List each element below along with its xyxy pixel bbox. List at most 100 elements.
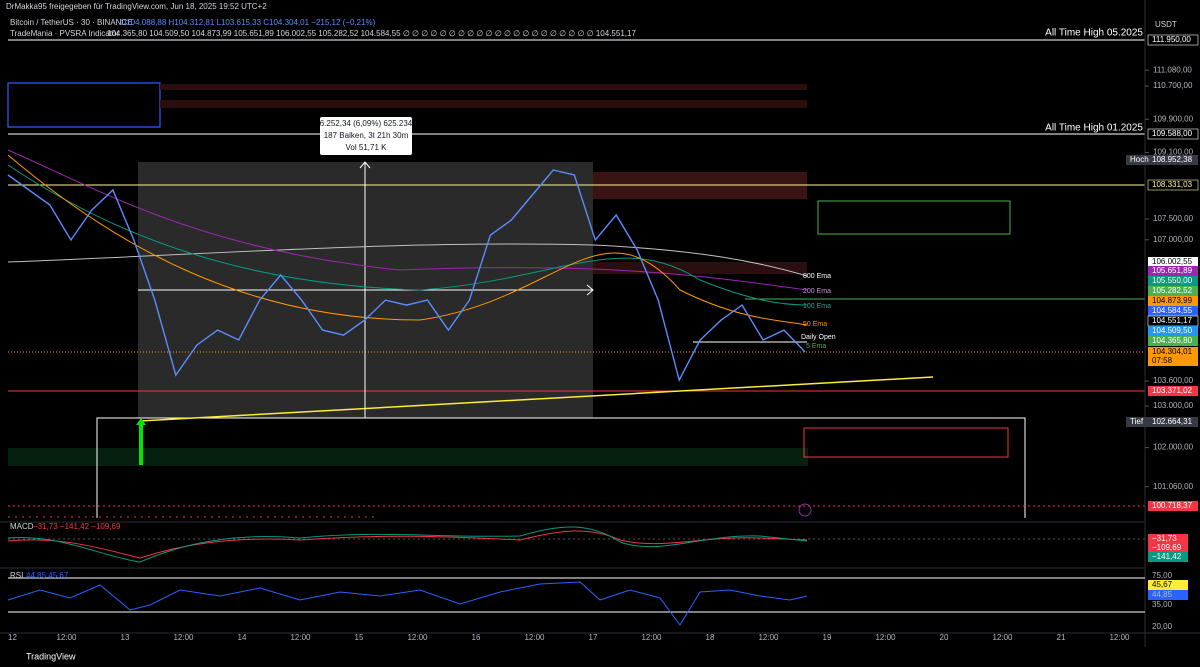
price-tag-text: 108.331,03 bbox=[1152, 180, 1193, 189]
measure-arrow bbox=[586, 284, 594, 296]
price-tag bbox=[1148, 296, 1198, 306]
y-tick-label: 111.080,00 bbox=[1153, 65, 1192, 74]
rsi-tag-text: 35,00 bbox=[1152, 600, 1173, 609]
time-label: 17 bbox=[589, 633, 598, 642]
ema-label: 800 Ema bbox=[803, 273, 831, 280]
ohlc: O104.088,88 H104.312,81 L103.615,33 C104… bbox=[120, 18, 376, 27]
price-tag-text: 104.304,01 bbox=[1152, 347, 1193, 356]
ema-label: 100 Ema bbox=[803, 303, 831, 310]
price-tag bbox=[1148, 417, 1198, 427]
up-arrow bbox=[136, 418, 146, 465]
time-label: 20 bbox=[940, 633, 949, 642]
price-tag bbox=[1148, 155, 1198, 165]
price-tag bbox=[1148, 347, 1198, 357]
time-label: 14 bbox=[238, 633, 247, 642]
zone-box bbox=[160, 84, 807, 90]
y-tick-label: 103.000,00 bbox=[1153, 401, 1194, 410]
price-tag-text: 105.282,52 bbox=[1152, 286, 1193, 295]
measure-text: 187 Balken, 3t 21h 30m bbox=[324, 131, 409, 140]
price-tag-text: 105.651,89 bbox=[1152, 266, 1193, 275]
price-tag bbox=[1148, 286, 1198, 296]
price-tag-text: 100.718,37 bbox=[1152, 501, 1193, 510]
y-tick-label: 110.700,00 bbox=[1153, 81, 1193, 90]
price-tag bbox=[1147, 179, 1199, 191]
price-tag-text: 104.509,50 bbox=[1152, 326, 1193, 335]
price-tag bbox=[1148, 336, 1198, 346]
macd-line bbox=[7, 526, 808, 563]
time-label: 12:00 bbox=[641, 633, 662, 642]
rsi-label: RSI bbox=[10, 571, 23, 580]
zone-box bbox=[8, 448, 808, 466]
macd-tag-text: −109,69 bbox=[1152, 543, 1182, 552]
measure-arrow bbox=[359, 161, 371, 169]
trend-line bbox=[139, 376, 934, 422]
price-tag bbox=[1148, 257, 1198, 267]
time-label: 12:00 bbox=[173, 633, 194, 642]
measure-label bbox=[320, 117, 412, 155]
zone-box bbox=[160, 100, 807, 108]
price-plot bbox=[7, 169, 806, 383]
price-tag bbox=[1148, 266, 1198, 276]
ema-100 bbox=[7, 164, 808, 306]
tag-note bbox=[1126, 155, 1148, 165]
tag-note bbox=[1126, 417, 1148, 427]
time-label: 15 bbox=[355, 633, 364, 642]
y-tick-label: 107.500,00 bbox=[1153, 214, 1194, 223]
zone-box bbox=[817, 200, 1011, 235]
indicator-values: 104.365,80 104.509,50 104.873,99 105.651… bbox=[107, 29, 636, 38]
price-tag bbox=[1148, 386, 1198, 396]
price-tag-text: 104.584,55 bbox=[1152, 306, 1193, 315]
y-tick-label: 109.100,00 bbox=[1153, 148, 1194, 157]
price-tag-text: 104.873,99 bbox=[1152, 296, 1193, 305]
price-tag-text: 07:58 bbox=[1152, 356, 1173, 365]
time-label: 12:00 bbox=[290, 633, 311, 642]
y-tick-label: 102.000,00 bbox=[1153, 443, 1194, 452]
macd-label: MACD bbox=[10, 522, 34, 531]
time-label: 12:00 bbox=[407, 633, 428, 642]
ema-label: 50 Ema bbox=[803, 321, 827, 328]
tag-note-text: Hoch bbox=[1130, 155, 1149, 164]
macd-signal bbox=[7, 530, 808, 559]
ema-label: Daily Open bbox=[801, 334, 836, 341]
price-tag-text: 106.002,55 bbox=[1152, 257, 1193, 266]
ema-label: 5 Ema bbox=[806, 343, 826, 350]
price-tag bbox=[1148, 306, 1198, 316]
y-tick-label: 109.900,00 bbox=[1153, 114, 1194, 123]
macd-tag-text: −141,42 bbox=[1152, 552, 1182, 561]
annotation: All Time High 01.2025 bbox=[1045, 123, 1143, 134]
rsi-values: 44,85 45,67 bbox=[26, 571, 69, 580]
rsi-tag-text: 75,00 bbox=[1152, 571, 1173, 580]
time-label: 13 bbox=[121, 633, 130, 642]
y-tick-label: 101.060,00 bbox=[1153, 482, 1194, 491]
zone-box bbox=[593, 262, 807, 274]
time-label: 12:00 bbox=[1109, 633, 1130, 642]
time-label: 12 bbox=[8, 633, 17, 642]
y-tick-label: 103.600,00 bbox=[1153, 376, 1194, 385]
price-tag bbox=[1147, 128, 1199, 140]
y-tick-label: 107.000,00 bbox=[1153, 235, 1194, 244]
rsi-line bbox=[7, 581, 808, 626]
time-label: 12:00 bbox=[875, 633, 896, 642]
price-tag bbox=[1148, 356, 1198, 366]
price-tag-text: 103.371,02 bbox=[1152, 386, 1193, 395]
macd-tag bbox=[1148, 552, 1188, 562]
price-tag bbox=[1148, 326, 1198, 336]
currency: USDT bbox=[1155, 20, 1177, 29]
ema-label: 200 Ema bbox=[803, 288, 831, 295]
rsi-tag bbox=[1148, 590, 1188, 600]
zone-box bbox=[803, 427, 1009, 458]
share-line: DrMakka95 freigegeben für TradingView.co… bbox=[6, 2, 267, 11]
price-tag-text: 104.365,80 bbox=[1152, 336, 1193, 345]
symbol: Bitcoin / TetherUS · 30 · BINANCE bbox=[10, 18, 133, 27]
macd-tag bbox=[1148, 543, 1188, 553]
price-tag-text: 109.588,00 bbox=[1152, 129, 1193, 138]
rsi-tag-text: 45,67 bbox=[1152, 580, 1173, 589]
time-label: 12:00 bbox=[524, 633, 545, 642]
macd-tag-text: −31,73 bbox=[1152, 534, 1177, 543]
price-tag-text: 108.952,38 bbox=[1152, 155, 1193, 164]
macd-values: −31,73 −141,42 −109,69 bbox=[33, 522, 121, 531]
rsi-tag-text: 44,85 bbox=[1152, 590, 1173, 599]
tag-note-text: Tief bbox=[1130, 417, 1144, 426]
time-label: 16 bbox=[472, 633, 481, 642]
price-tags: 111.950,00 109.588,00 108.952,38 108.331,03… bbox=[1126, 34, 1199, 631]
